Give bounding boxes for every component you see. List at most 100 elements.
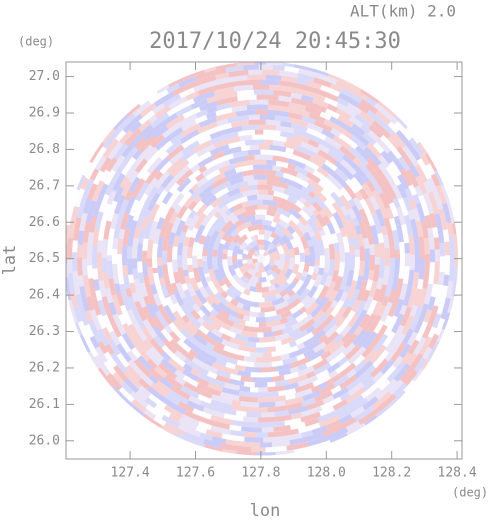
radar-cell [146,258,153,268]
radar-cell [136,243,143,262]
radar-cell [378,259,385,279]
radar-cell [268,242,276,250]
radar-cell [297,261,305,274]
radar-cell [177,76,197,88]
radar-cell [254,214,266,220]
radar-cell [289,435,313,446]
radar-cell [159,222,169,238]
radar-cell [153,272,162,290]
radar-cell [148,203,160,223]
radar-cell [169,294,178,305]
radar-cell [193,82,209,93]
radar-cell [219,391,240,401]
radar-cell [219,238,227,245]
radar-cell [247,179,259,186]
radar-cell [140,217,149,230]
radar-cell [351,123,366,136]
radar-cell [128,323,142,343]
radar-cell [228,140,246,149]
radar-cell [354,113,372,129]
radar-cell [371,391,392,410]
radar-cell [358,260,365,277]
radar-cell [382,234,390,249]
radar-cell [217,242,225,257]
radar-cell [181,140,200,155]
radar-cell [107,260,114,279]
radar-cell [263,436,281,443]
radar-cell [162,239,169,251]
radar-cell [152,293,162,306]
radar-cell [72,252,78,272]
radar-cell [427,191,440,215]
radar-cell [154,170,171,189]
radar-cell [353,172,366,186]
radar-cell [182,79,204,91]
radar-cell [350,176,363,191]
radar-cell [265,214,275,222]
radar-cell [205,276,212,283]
radar-cell [146,156,163,174]
radar-cell [261,219,273,226]
radar-cell [180,119,197,132]
radar-cell [122,113,143,134]
radar-cell [287,297,302,310]
radar-cell [254,234,259,241]
radar-cell [363,349,377,364]
radar-cell [415,202,426,223]
radar-cell [129,121,142,134]
radar-cell [313,362,332,376]
radar-cell [151,192,161,203]
radar-cell [297,288,311,302]
radar-cell [198,361,218,374]
radar-cell [365,226,373,237]
radar-cell [199,400,218,411]
radar-cell [357,330,373,348]
radar-cell [324,159,338,172]
radar-cell [155,156,170,172]
radar-cell [207,215,218,227]
radar-cell [128,219,138,237]
radar-cell [367,235,375,245]
radar-cell [124,195,136,214]
radar-cell [401,328,414,346]
radar-cell [202,261,209,275]
radar-cell [255,342,270,348]
radar-cell [293,193,302,201]
radar-cell [155,380,172,395]
radar-cell [227,249,233,257]
radar-cell [288,213,301,225]
radar-cell [299,196,307,205]
radar-cell [213,268,223,283]
radar-cell [352,329,367,347]
radar-cell [415,175,428,195]
radar-cell [126,309,140,330]
radar-cell [236,62,255,66]
radar-cell [275,343,291,352]
radar-cell [229,424,242,432]
radar-cell [257,204,269,210]
radar-cell [160,204,171,219]
radar-cell [188,271,195,279]
radar-cell [172,235,180,247]
radar-cell [360,279,368,291]
radar-cell [239,241,248,251]
radar-cell [287,289,296,298]
radar-cell [402,145,419,167]
radar-cell [147,326,158,339]
radar-cell [240,401,260,408]
radar-cell [225,362,236,370]
radar-cell [319,383,336,395]
radar-cell [169,330,181,343]
radar-cell [377,101,398,119]
radar-cell [280,345,299,356]
radar-cell [384,342,401,362]
radar-cell [196,144,216,158]
radar-cell [108,339,121,356]
radar-cell [229,378,245,387]
radar-cell [369,254,375,271]
radar-cell [267,104,290,113]
radar-cell [234,267,244,279]
radar-cell [195,71,210,81]
radar-cell [312,97,329,109]
radar-cell [241,234,248,241]
